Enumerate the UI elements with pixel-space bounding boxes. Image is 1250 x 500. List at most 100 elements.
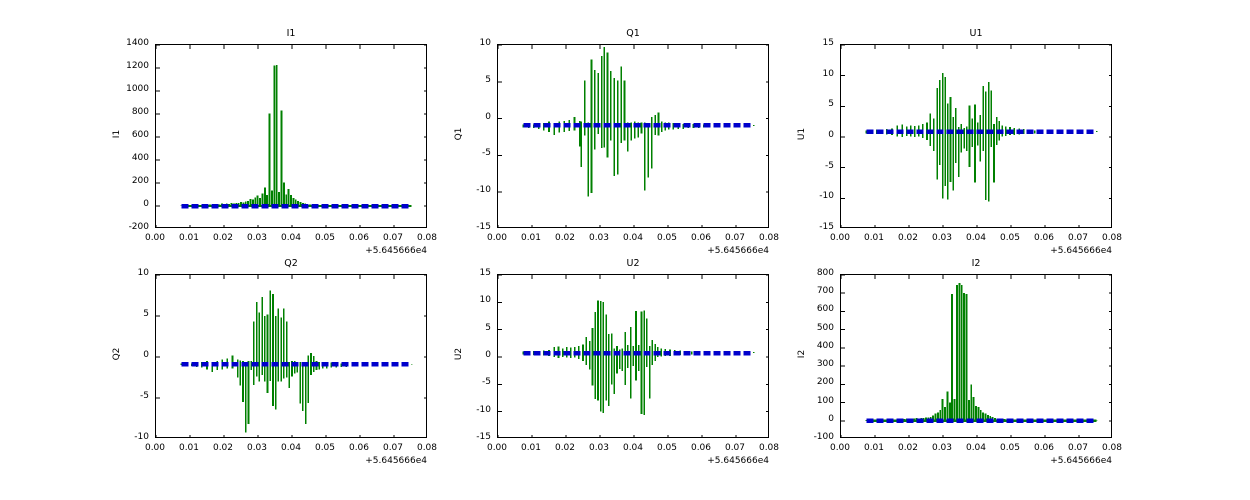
- x-tick-label: 0.07: [724, 233, 746, 243]
- y-tick-label: 15: [479, 268, 491, 278]
- x-tick-label: 0.04: [622, 443, 644, 453]
- y-tick-label: -5: [482, 148, 491, 159]
- x-tick-label: 0.07: [1067, 233, 1089, 243]
- y-tick-label: 1000: [126, 84, 149, 94]
- x-tick-label: 0.08: [758, 233, 780, 243]
- y-tick-label: -10: [476, 404, 491, 415]
- y-tick-label: -10: [819, 191, 834, 202]
- y-tick-label: 10: [137, 268, 149, 278]
- x-axis-offset-label: +5.645666e4: [365, 456, 427, 466]
- x-tick-label: 0.08: [1101, 233, 1123, 243]
- y-tick-label: 5: [143, 309, 149, 319]
- x-tick-label: 0.04: [280, 233, 302, 243]
- x-tick-label: 0.01: [178, 233, 200, 243]
- y-tick-label: 600: [131, 130, 149, 140]
- x-tick-label: 0.03: [931, 233, 953, 243]
- plot-area-u1: [840, 44, 1112, 228]
- x-tick-label: 0.05: [314, 233, 336, 243]
- x-tick-label: 0.04: [965, 443, 987, 453]
- x-tick-label: 0.02: [897, 443, 919, 453]
- y-tick-label: 5: [828, 99, 834, 110]
- y-tick-label: 10: [479, 295, 491, 306]
- x-tick-label: 0.02: [212, 443, 234, 453]
- x-axis-offset-label: +5.645666e4: [707, 246, 769, 256]
- y-tick-label: 1400: [126, 38, 149, 48]
- y-tick-label: -5: [825, 160, 834, 171]
- y-tick-label: 300: [816, 359, 834, 370]
- x-tick-label: 0.06: [1033, 443, 1055, 453]
- x-tick-label: 0.01: [520, 233, 542, 243]
- y-tick-label: 1200: [126, 61, 149, 71]
- plot-area-i2: [840, 274, 1112, 438]
- x-tick-label: 0.03: [588, 443, 610, 453]
- x-tick-label: 0.02: [212, 233, 234, 243]
- x-tick-label: 0.05: [314, 443, 336, 453]
- x-tick-label: 0.07: [382, 233, 404, 243]
- y-tick-label: -200: [128, 222, 149, 232]
- x-tick-label: 0.00: [486, 233, 508, 243]
- x-tick-label: 0.05: [999, 233, 1021, 243]
- y-tick-label: 0: [485, 350, 491, 360]
- y-tick-label: -15: [476, 432, 491, 442]
- panel-i2: [840, 274, 1112, 438]
- y-tick-label: 100: [816, 395, 834, 406]
- y-tick-label: 5: [485, 74, 491, 85]
- y-tick-label: 700: [816, 286, 834, 297]
- x-tick-label: 0.01: [178, 443, 200, 453]
- x-tick-label: 0.00: [829, 443, 851, 453]
- x-tick-label: 0.00: [829, 233, 851, 243]
- x-tick-label: 0.01: [863, 233, 885, 243]
- y-tick-label: 0: [485, 111, 491, 122]
- plot-area-q2: [155, 274, 427, 438]
- y-tick-label: 0: [828, 130, 834, 140]
- plot-area-i1: [155, 44, 427, 228]
- x-tick-label: 0.03: [588, 233, 610, 243]
- x-tick-label: 0.06: [1033, 233, 1055, 243]
- x-tick-label: 0.02: [897, 233, 919, 243]
- x-tick-label: 0.04: [280, 443, 302, 453]
- x-axis-offset-label: +5.645666e4: [707, 456, 769, 466]
- y-tick-label: -5: [140, 391, 149, 401]
- panel-title-i1: I1: [286, 28, 296, 39]
- y-axis-label-q1: Q1: [454, 127, 464, 141]
- y-tick-label: -15: [476, 222, 491, 232]
- panel-u1: [840, 44, 1112, 228]
- x-tick-label: 0.02: [554, 233, 576, 243]
- x-tick-label: 0.03: [931, 443, 953, 453]
- x-tick-label: 0.07: [724, 443, 746, 453]
- x-axis-offset-label: +5.645666e4: [365, 246, 427, 256]
- x-tick-label: 0.03: [246, 443, 268, 453]
- panel-q2: [155, 274, 427, 438]
- y-tick-label: 200: [131, 176, 149, 186]
- x-tick-label: 0.01: [520, 443, 542, 453]
- x-tick-label: 0.05: [999, 443, 1021, 453]
- x-tick-label: 0.05: [656, 233, 678, 243]
- y-tick-label: 500: [816, 322, 834, 333]
- y-tick-label: 200: [816, 377, 834, 388]
- x-tick-label: 0.08: [416, 443, 438, 453]
- x-tick-label: 0.08: [1101, 443, 1123, 453]
- y-tick-label: 5: [485, 322, 491, 333]
- x-tick-label: 0.08: [416, 233, 438, 243]
- x-tick-label: 0.00: [144, 233, 166, 243]
- x-tick-label: 0.03: [246, 233, 268, 243]
- y-tick-label: 10: [479, 38, 491, 48]
- y-tick-label: 800: [131, 107, 149, 117]
- plot-area-q1: [497, 44, 769, 228]
- panel-title-q2: Q2: [284, 258, 298, 269]
- panel-i1: [155, 44, 427, 228]
- x-tick-label: 0.04: [965, 233, 987, 243]
- y-tick-label: 0: [143, 199, 149, 209]
- y-tick-label: 400: [131, 153, 149, 163]
- x-tick-label: 0.05: [656, 443, 678, 453]
- y-tick-label: -5: [482, 377, 491, 388]
- y-tick-label: 400: [816, 340, 834, 351]
- y-tick-label: -15: [819, 222, 834, 232]
- panel-title-u2: U2: [626, 258, 640, 269]
- y-tick-label: -10: [476, 185, 491, 196]
- x-axis-offset-label: +5.645666e4: [1050, 246, 1112, 256]
- y-tick-label: -100: [813, 432, 834, 442]
- plot-area-u2: [497, 274, 769, 438]
- panel-u2: [497, 274, 769, 438]
